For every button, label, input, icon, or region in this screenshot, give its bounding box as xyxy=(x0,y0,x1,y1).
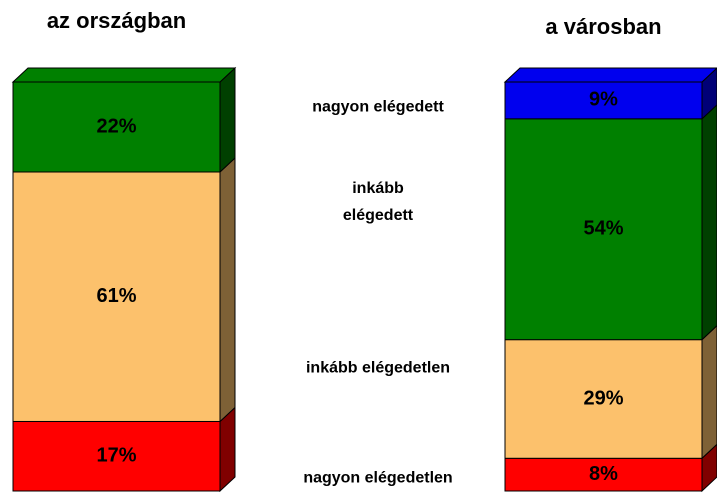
bar-title: az országban xyxy=(47,8,186,33)
value-label: 61% xyxy=(96,285,136,307)
bar-side xyxy=(701,104,717,341)
bar-side xyxy=(701,324,717,460)
value-label: 9% xyxy=(589,89,618,111)
bar-top xyxy=(503,67,717,83)
bar-segment xyxy=(504,81,703,120)
bar-segment xyxy=(504,457,703,492)
value-label: 29% xyxy=(583,387,623,409)
bar-top xyxy=(11,67,237,83)
bar-title: a városban xyxy=(545,14,661,39)
value-label: 8% xyxy=(589,463,618,485)
legend-label: nagyon elégedetlen xyxy=(303,469,453,487)
value-label: 22% xyxy=(96,115,136,137)
bar-side xyxy=(219,66,236,174)
bar-side xyxy=(219,156,236,423)
legend-label: inkább elégedett xyxy=(342,180,414,224)
value-label: 54% xyxy=(583,218,623,240)
bar-segment xyxy=(12,420,221,492)
value-label: 17% xyxy=(96,445,136,467)
bar-segment xyxy=(12,171,221,422)
bar-segment xyxy=(12,81,221,173)
legend-label: inkább elégedetlen xyxy=(305,359,451,377)
legend-label: nagyon elégedett xyxy=(312,98,444,116)
